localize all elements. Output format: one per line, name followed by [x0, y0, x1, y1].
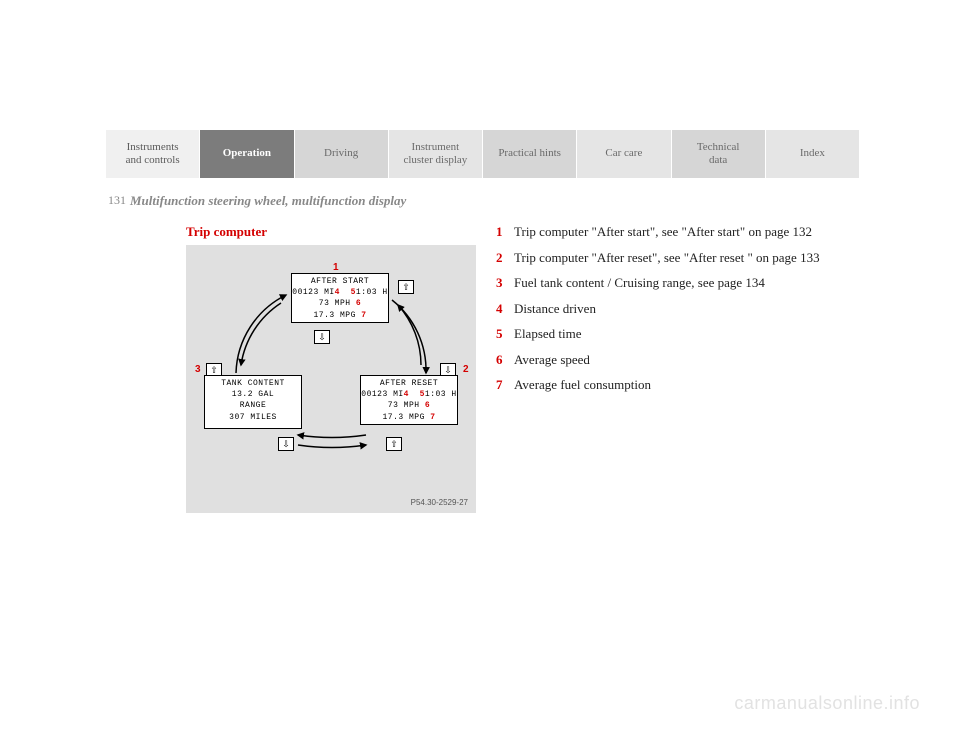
diagram-label-3: 3	[195, 364, 201, 375]
lcd-speed: 73 MPH	[388, 401, 420, 410]
lcd-marker: 7	[361, 311, 366, 320]
up-arrow-icon: ⇧	[398, 280, 414, 294]
tab-label: Index	[800, 147, 825, 160]
list-text: Trip computer "After reset", see "After …	[514, 248, 820, 268]
list-item: 5Elapsed time	[496, 324, 846, 344]
tab-label: data	[697, 154, 740, 167]
tab-driving[interactable]: Driving	[295, 130, 389, 178]
tab-label: Car care	[605, 147, 642, 160]
list-item: 6Average speed	[496, 350, 846, 370]
tab-label: and controls	[126, 154, 180, 167]
list-index: 7	[496, 375, 514, 395]
tab-label: Operation	[223, 147, 271, 160]
diagram-label-1: 1	[333, 262, 339, 273]
tab-label: cluster display	[403, 154, 467, 167]
lcd-time: 1:03 H	[356, 288, 388, 297]
lcd-title: AFTER START	[292, 276, 388, 287]
list-text: Fuel tank content / Cruising range, see …	[514, 273, 765, 293]
list-index: 3	[496, 273, 514, 293]
trip-computer-diagram: 1 2 3 ⇧ ⇩ ⇧ ⇩ ⇩ ⇧ AFTER START 00123 MI4 …	[186, 245, 476, 513]
legend-list: 1Trip computer "After start", see "After…	[496, 222, 846, 401]
list-item: 4Distance driven	[496, 299, 846, 319]
tab-operation[interactable]: Operation	[200, 130, 294, 178]
tab-label: Instrument	[403, 141, 467, 154]
list-item: 3Fuel tank content / Cruising range, see…	[496, 273, 846, 293]
page: 131 Instrumentsand controls Operation Dr…	[0, 0, 960, 742]
lcd-marker: 4	[335, 288, 340, 297]
breadcrumb: Multifunction steering wheel, multifunct…	[130, 193, 406, 209]
list-text: Elapsed time	[514, 324, 582, 344]
lcd-marker: 6	[356, 299, 361, 308]
lcd-line: RANGE	[205, 400, 301, 411]
tab-label: Driving	[324, 147, 358, 160]
lcd-mpg: 17.3 MPG	[313, 311, 355, 320]
tab-bar: Instrumentsand controls Operation Drivin…	[106, 130, 860, 178]
lcd-after-start: AFTER START 00123 MI4 51:03 H 73 MPH 6 1…	[291, 273, 389, 323]
list-text: Average speed	[514, 350, 590, 370]
tab-index[interactable]: Index	[766, 130, 860, 178]
list-index: 4	[496, 299, 514, 319]
tab-cluster-display[interactable]: Instrumentcluster display	[389, 130, 483, 178]
lcd-line: 307 MILES	[205, 412, 301, 423]
list-index: 6	[496, 350, 514, 370]
list-item: 7Average fuel consumption	[496, 375, 846, 395]
lcd-line: TANK CONTENT	[205, 378, 301, 389]
page-number: 131	[108, 193, 126, 208]
lcd-marker: 4	[404, 390, 409, 399]
tab-label: Practical hints	[498, 147, 561, 160]
list-item: 1Trip computer "After start", see "After…	[496, 222, 846, 242]
list-index: 1	[496, 222, 514, 242]
down-arrow-icon: ⇩	[314, 330, 330, 344]
list-text: Average fuel consumption	[514, 375, 651, 395]
lcd-marker: 6	[425, 401, 430, 410]
lcd-tank-content: TANK CONTENT 13.2 GAL RANGE 307 MILES	[204, 375, 302, 429]
watermark: carmanualsonline.info	[734, 693, 920, 714]
up-arrow-icon: ⇧	[386, 437, 402, 451]
tab-car-care[interactable]: Car care	[577, 130, 671, 178]
tab-technical-data[interactable]: Technicaldata	[672, 130, 766, 178]
lcd-time: 1:03 H	[425, 390, 457, 399]
lcd-distance: 00123 MI	[292, 288, 334, 297]
lcd-mpg: 17.3 MPG	[382, 413, 424, 422]
down-arrow-icon: ⇩	[278, 437, 294, 451]
lcd-title: AFTER RESET	[361, 378, 457, 389]
list-text: Trip computer "After start", see "After …	[514, 222, 812, 242]
lcd-line: 13.2 GAL	[205, 389, 301, 400]
list-item: 2Trip computer "After reset", see "After…	[496, 248, 846, 268]
diagram-label-2: 2	[463, 364, 469, 375]
list-index: 5	[496, 324, 514, 344]
list-text: Distance driven	[514, 299, 596, 319]
lcd-distance: 00123 MI	[361, 390, 403, 399]
lcd-after-reset: AFTER RESET 00123 MI4 51:03 H 73 MPH 6 1…	[360, 375, 458, 425]
list-index: 2	[496, 248, 514, 268]
diagram-code: P54.30-2529-27	[411, 498, 468, 507]
tab-practical-hints[interactable]: Practical hints	[483, 130, 577, 178]
lcd-speed: 73 MPH	[319, 299, 351, 308]
tab-instruments[interactable]: Instrumentsand controls	[106, 130, 200, 178]
section-title: Trip computer	[186, 224, 267, 240]
lcd-marker: 7	[430, 413, 435, 422]
tab-label: Technical	[697, 141, 740, 154]
tab-label: Instruments	[126, 141, 180, 154]
